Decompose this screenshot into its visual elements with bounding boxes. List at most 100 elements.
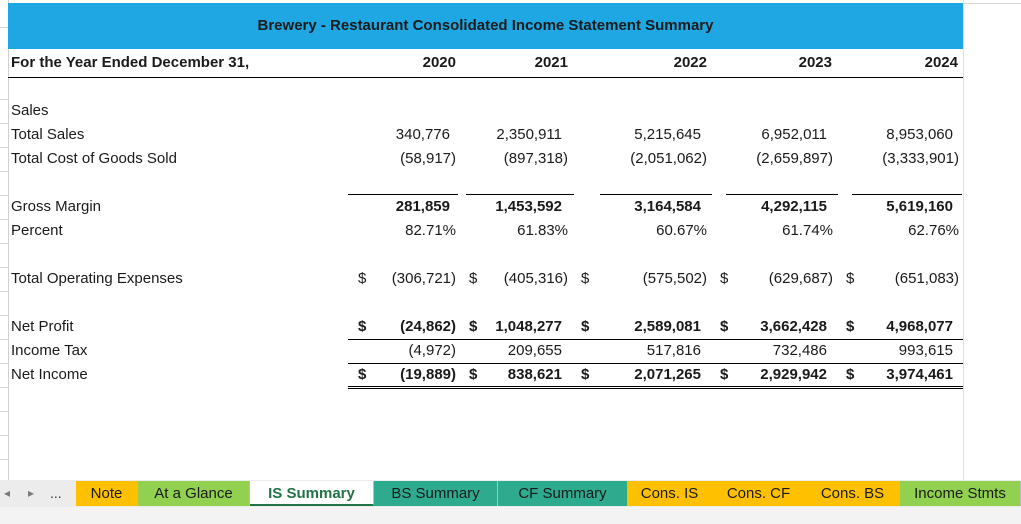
- row-gridline: [0, 459, 8, 460]
- subtotal-underline: [852, 194, 962, 195]
- cell-value: (897,318): [503, 150, 568, 167]
- cell-value: 2,071,265: [634, 366, 701, 383]
- cell-value: 3,662,428: [760, 318, 827, 335]
- cell-value: 5,215,645: [634, 126, 701, 143]
- sales-heading: Sales: [11, 102, 49, 119]
- row-gridline: [0, 171, 8, 172]
- row-gridline: [0, 435, 8, 436]
- empty-column[interactable]: [963, 0, 1021, 480]
- currency-symbol: $: [469, 270, 478, 287]
- currency-symbol: $: [358, 366, 367, 383]
- tab-note[interactable]: Note: [76, 481, 138, 506]
- tab-bs-summary[interactable]: BS Summary: [374, 481, 498, 506]
- cell-value: 61.83%: [517, 222, 568, 239]
- currency-symbol: $: [720, 366, 729, 383]
- cell-value: 2,589,081: [634, 318, 701, 335]
- double-underline: [348, 388, 963, 389]
- currency-symbol: $: [469, 366, 478, 383]
- cell-value: 6,952,011: [761, 126, 827, 143]
- row-gridline: [0, 315, 8, 316]
- cell-value: (2,051,062): [630, 150, 707, 167]
- cell-value: (58,917): [400, 150, 456, 167]
- year-header: 2024: [924, 54, 958, 71]
- cell-value: 838,621: [507, 366, 562, 383]
- cell-value: 517,816: [646, 342, 701, 359]
- page-title: Brewery - Restaurant Consolidated Income…: [257, 17, 714, 34]
- currency-symbol: $: [720, 270, 729, 287]
- cell-value: 1,453,592: [495, 198, 562, 215]
- title-banner[interactable]: Brewery - Restaurant Consolidated Income…: [8, 3, 963, 49]
- cell-value: 3,974,461: [886, 366, 953, 383]
- cell-value: 2,929,942: [760, 366, 827, 383]
- year-header: 2022: [673, 54, 707, 71]
- row-gridline: [0, 291, 8, 292]
- more-tabs-button[interactable]: ...: [50, 485, 62, 501]
- cell-value: 60.67%: [656, 222, 707, 239]
- period-label: For the Year Ended December 31,: [11, 54, 250, 71]
- cell-value: 4,292,115: [761, 198, 827, 215]
- tab-cons-cf[interactable]: Cons. CF: [712, 481, 806, 506]
- row-gridline: [0, 267, 8, 268]
- cell-value: (405,316): [503, 270, 568, 287]
- cell-value: 4,968,077: [886, 318, 953, 335]
- currency-symbol: $: [846, 270, 855, 287]
- cell-value: 8,953,060: [886, 126, 953, 143]
- subtotal-underline: [600, 194, 712, 195]
- row-gridline: [0, 243, 8, 244]
- cell-value: (651,083): [894, 270, 959, 287]
- tab-income-stmts[interactable]: Income Stmts: [900, 481, 1021, 506]
- cell-value: (306,721): [391, 270, 456, 287]
- cell-value: 209,655: [507, 342, 562, 359]
- tab-is-summary[interactable]: IS Summary: [250, 481, 374, 506]
- row-gridline: [0, 27, 8, 28]
- cell-value: (629,687): [768, 270, 833, 287]
- status-strip: [0, 507, 1021, 524]
- cell-value: (4,972): [408, 342, 456, 359]
- cell-value: (19,889): [400, 366, 456, 383]
- row-gridline: [0, 219, 8, 220]
- cell-value: 281,859: [395, 198, 450, 215]
- spreadsheet-grid[interactable]: Brewery - Restaurant Consolidated Income…: [0, 0, 1021, 480]
- cell-value: (24,862): [400, 318, 456, 335]
- currency-symbol: $: [720, 318, 729, 335]
- row-label: Percent: [11, 222, 63, 239]
- row-label: Total Cost of Goods Sold: [11, 150, 177, 167]
- row-gridline: [0, 147, 8, 148]
- cell-value: 3,164,584: [634, 198, 701, 215]
- tab-cons-is[interactable]: Cons. IS: [628, 481, 712, 506]
- row-label: Total Operating Expenses: [11, 270, 183, 287]
- column-gridline: [8, 0, 9, 480]
- currency-symbol: $: [358, 270, 367, 287]
- scroll-tabs-left-icon[interactable]: ◂: [4, 486, 11, 500]
- cell-value: 732,486: [772, 342, 827, 359]
- currency-symbol: $: [358, 318, 367, 335]
- subtotal-underline: [348, 194, 458, 195]
- row-gridline: [0, 195, 8, 196]
- subtotal-underline: [348, 339, 963, 340]
- currency-symbol: $: [846, 366, 855, 383]
- scroll-tabs-right-icon[interactable]: ▸: [28, 486, 35, 500]
- cell-value: 2,350,911: [496, 126, 562, 143]
- cell-value: 5,619,160: [886, 198, 953, 215]
- subtotal-underline: [466, 194, 574, 195]
- row-label: Net Income: [11, 366, 88, 383]
- subtotal-underline: [726, 194, 838, 195]
- cell-value: 61.74%: [782, 222, 833, 239]
- row-gridline: [0, 123, 8, 124]
- year-header: 2023: [798, 54, 832, 71]
- cell-value: 340,776: [395, 126, 450, 143]
- currency-symbol: $: [581, 366, 590, 383]
- row-label: Net Profit: [11, 318, 74, 335]
- cell-value: 1,048,277: [495, 318, 562, 335]
- row-gridline: [0, 387, 8, 388]
- tab-cons-bs[interactable]: Cons. BS: [806, 481, 900, 506]
- tab-cf-summary[interactable]: CF Summary: [498, 481, 628, 506]
- row-label: Total Sales: [11, 126, 85, 143]
- year-header: 2021: [534, 54, 568, 71]
- double-underline: [348, 386, 963, 387]
- tab-at-a-glance[interactable]: At a Glance: [138, 481, 250, 506]
- currency-symbol: $: [581, 270, 590, 287]
- cell-value: (2,659,897): [756, 150, 833, 167]
- currency-symbol: $: [469, 318, 478, 335]
- header-row[interactable]: [8, 49, 963, 78]
